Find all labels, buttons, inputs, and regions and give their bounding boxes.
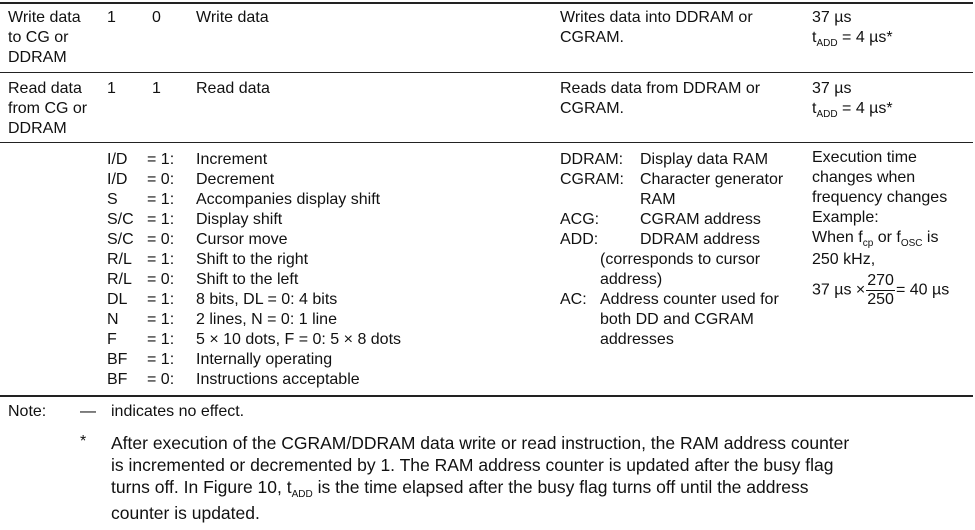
frequency-line: When fcp or fOSC is <box>812 229 939 249</box>
rs-value: 1 <box>107 9 116 26</box>
asterisk-note: After execution of the CGRAM/DDRAM data … <box>111 433 850 523</box>
rw-value: 0 <box>152 9 161 26</box>
flag-legend: I/D = 1: Increment I/D = 0: Decrement S = 1: A… <box>107 151 402 388</box>
table-top-rule <box>0 2 973 4</box>
row-divider <box>0 72 973 73</box>
note-label: Note: <box>8 403 47 420</box>
code-value: Read data <box>196 80 270 97</box>
rs-value: 1 <box>107 80 116 97</box>
instruction-name: Read data from CG or DDRAM <box>8 80 88 137</box>
dash-note: indicates no effect. <box>111 403 245 420</box>
code-value: Write data <box>196 9 269 26</box>
rw-value: 1 <box>152 80 161 97</box>
instruction-name: Write data to CG or DDRAM <box>8 9 81 66</box>
description: Writes data into DDRAM or CGRAM. <box>560 9 753 46</box>
execution-time: 37 µs tADD = 4 µs* <box>812 9 893 49</box>
tadd-value: tADD = 4 µs* <box>812 100 893 120</box>
execution-time: 37 µs tADD = 4 µs* <box>812 80 893 120</box>
dash-symbol: — <box>80 403 96 420</box>
fraction: 270 250 <box>866 272 895 308</box>
asterisk-symbol: * <box>80 433 87 450</box>
execution-time-note: Execution time changes when frequency ch… <box>812 149 950 308</box>
tadd-value: tADD = 4 µs* <box>812 29 893 49</box>
calc-equation: 37 µs × 270 250 = 40 µs <box>812 272 950 308</box>
row-divider <box>0 142 973 143</box>
description: Reads data from DDRAM or CGRAM. <box>560 80 761 117</box>
table-bottom-rule <box>0 395 973 397</box>
